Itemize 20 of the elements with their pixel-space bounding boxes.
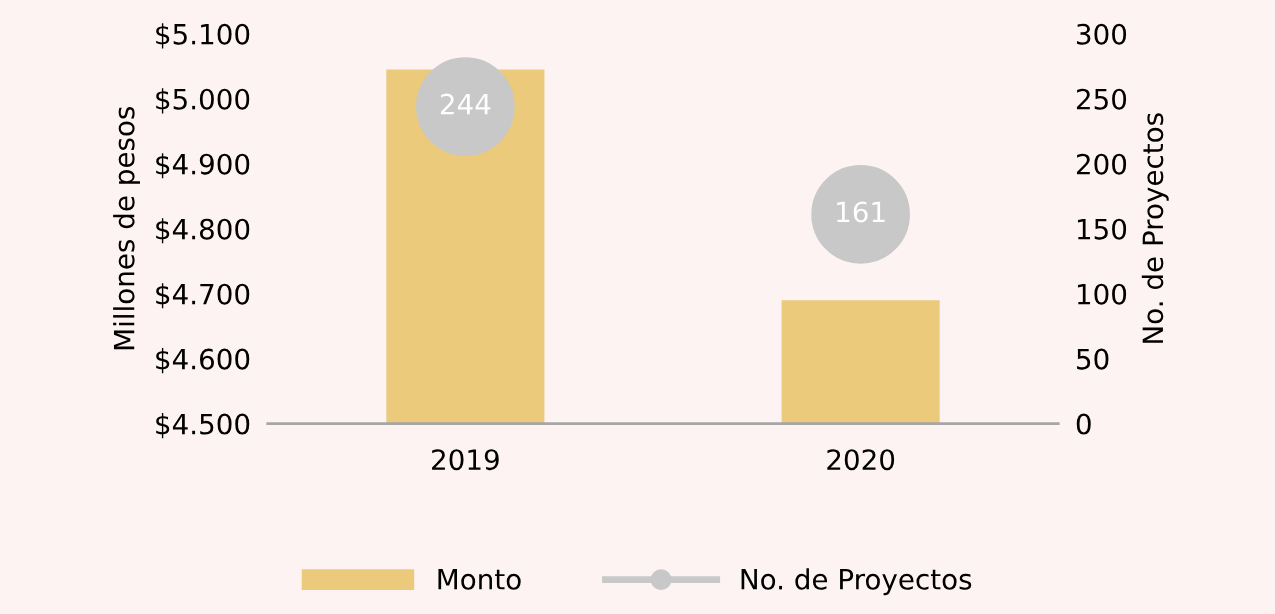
legend-label: Monto [438,569,521,590]
y-tick-label: $4.500 [156,413,250,439]
x-tick-label: 2019 [432,449,499,471]
y2-tick-label: 150 [1077,218,1127,240]
y2-tick-label: 100 [1077,283,1127,305]
y-axis-title: Millones de pesos [113,106,140,350]
y2-tick-label: 50 [1077,348,1109,370]
y2-tick-label: 250 [1076,88,1127,110]
legend-label: No. de Proyectos [741,568,972,596]
y-tick-label: $4.700 [156,283,250,309]
y2-tick-label: 300 [1077,23,1127,45]
y2-axis-title: No. de Proyectos [1141,113,1169,343]
y-tick-label: $4.800 [156,218,250,244]
y-tick-label: $4.900 [156,153,250,179]
y2-tick-label: 0 [1076,413,1091,435]
y2-tick-label: 200 [1076,153,1127,175]
x-tick-label: 2020 [827,449,895,471]
y-tick-label: $4.600 [156,348,250,374]
y-tick-label: $5.100 [156,23,250,49]
y-tick-label: $5.000 [156,88,250,114]
